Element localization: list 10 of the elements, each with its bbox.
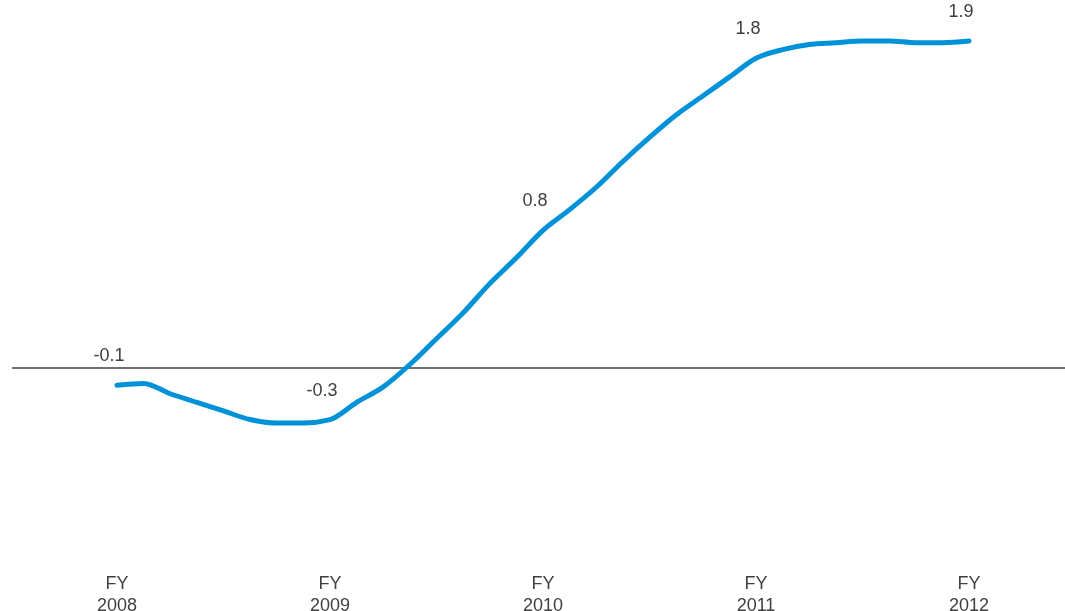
- data-label: -0.1: [93, 345, 125, 366]
- x-tick-label: FY 2010: [522, 573, 564, 611]
- x-tick-label: FY 2009: [309, 573, 351, 611]
- x-tick-label: FY 2011: [736, 573, 776, 611]
- x-tick-label: FY 2012: [948, 573, 990, 611]
- data-label: 1.9: [948, 1, 974, 21]
- data-label: 1.8: [735, 18, 761, 39]
- data-label: -0.3: [306, 379, 338, 400]
- data-label: 0.8: [522, 190, 548, 211]
- x-tick-label: FY 2008: [96, 573, 138, 611]
